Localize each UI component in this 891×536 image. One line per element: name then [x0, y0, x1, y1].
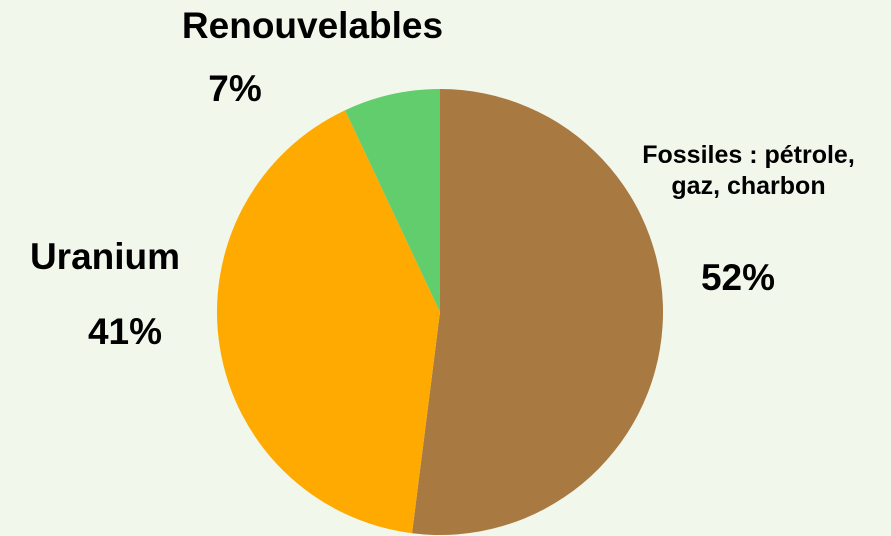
slice-label-renouvelables: Renouvelables [181, 5, 444, 46]
pie-slices [216, 89, 664, 535]
slice-label-fossiles-line1: Fossiles : pétrole, [642, 141, 855, 169]
pie-slice-fossiles [412, 89, 664, 535]
slice-value-renouvelables: 7% [208, 68, 262, 109]
slice-value-fossiles: 52% [700, 257, 776, 298]
slice-label-fossiles-line2: gaz, charbon [671, 172, 826, 200]
slice-label-uranium: Uranium [29, 236, 181, 277]
pie-slice-uranium [216, 110, 440, 534]
slice-label-fossiles: Fossiles : pétrole, gaz, charbon [606, 140, 891, 202]
slice-value-uranium: 41% [87, 311, 163, 352]
pie-slice-renouvelables [345, 89, 440, 312]
